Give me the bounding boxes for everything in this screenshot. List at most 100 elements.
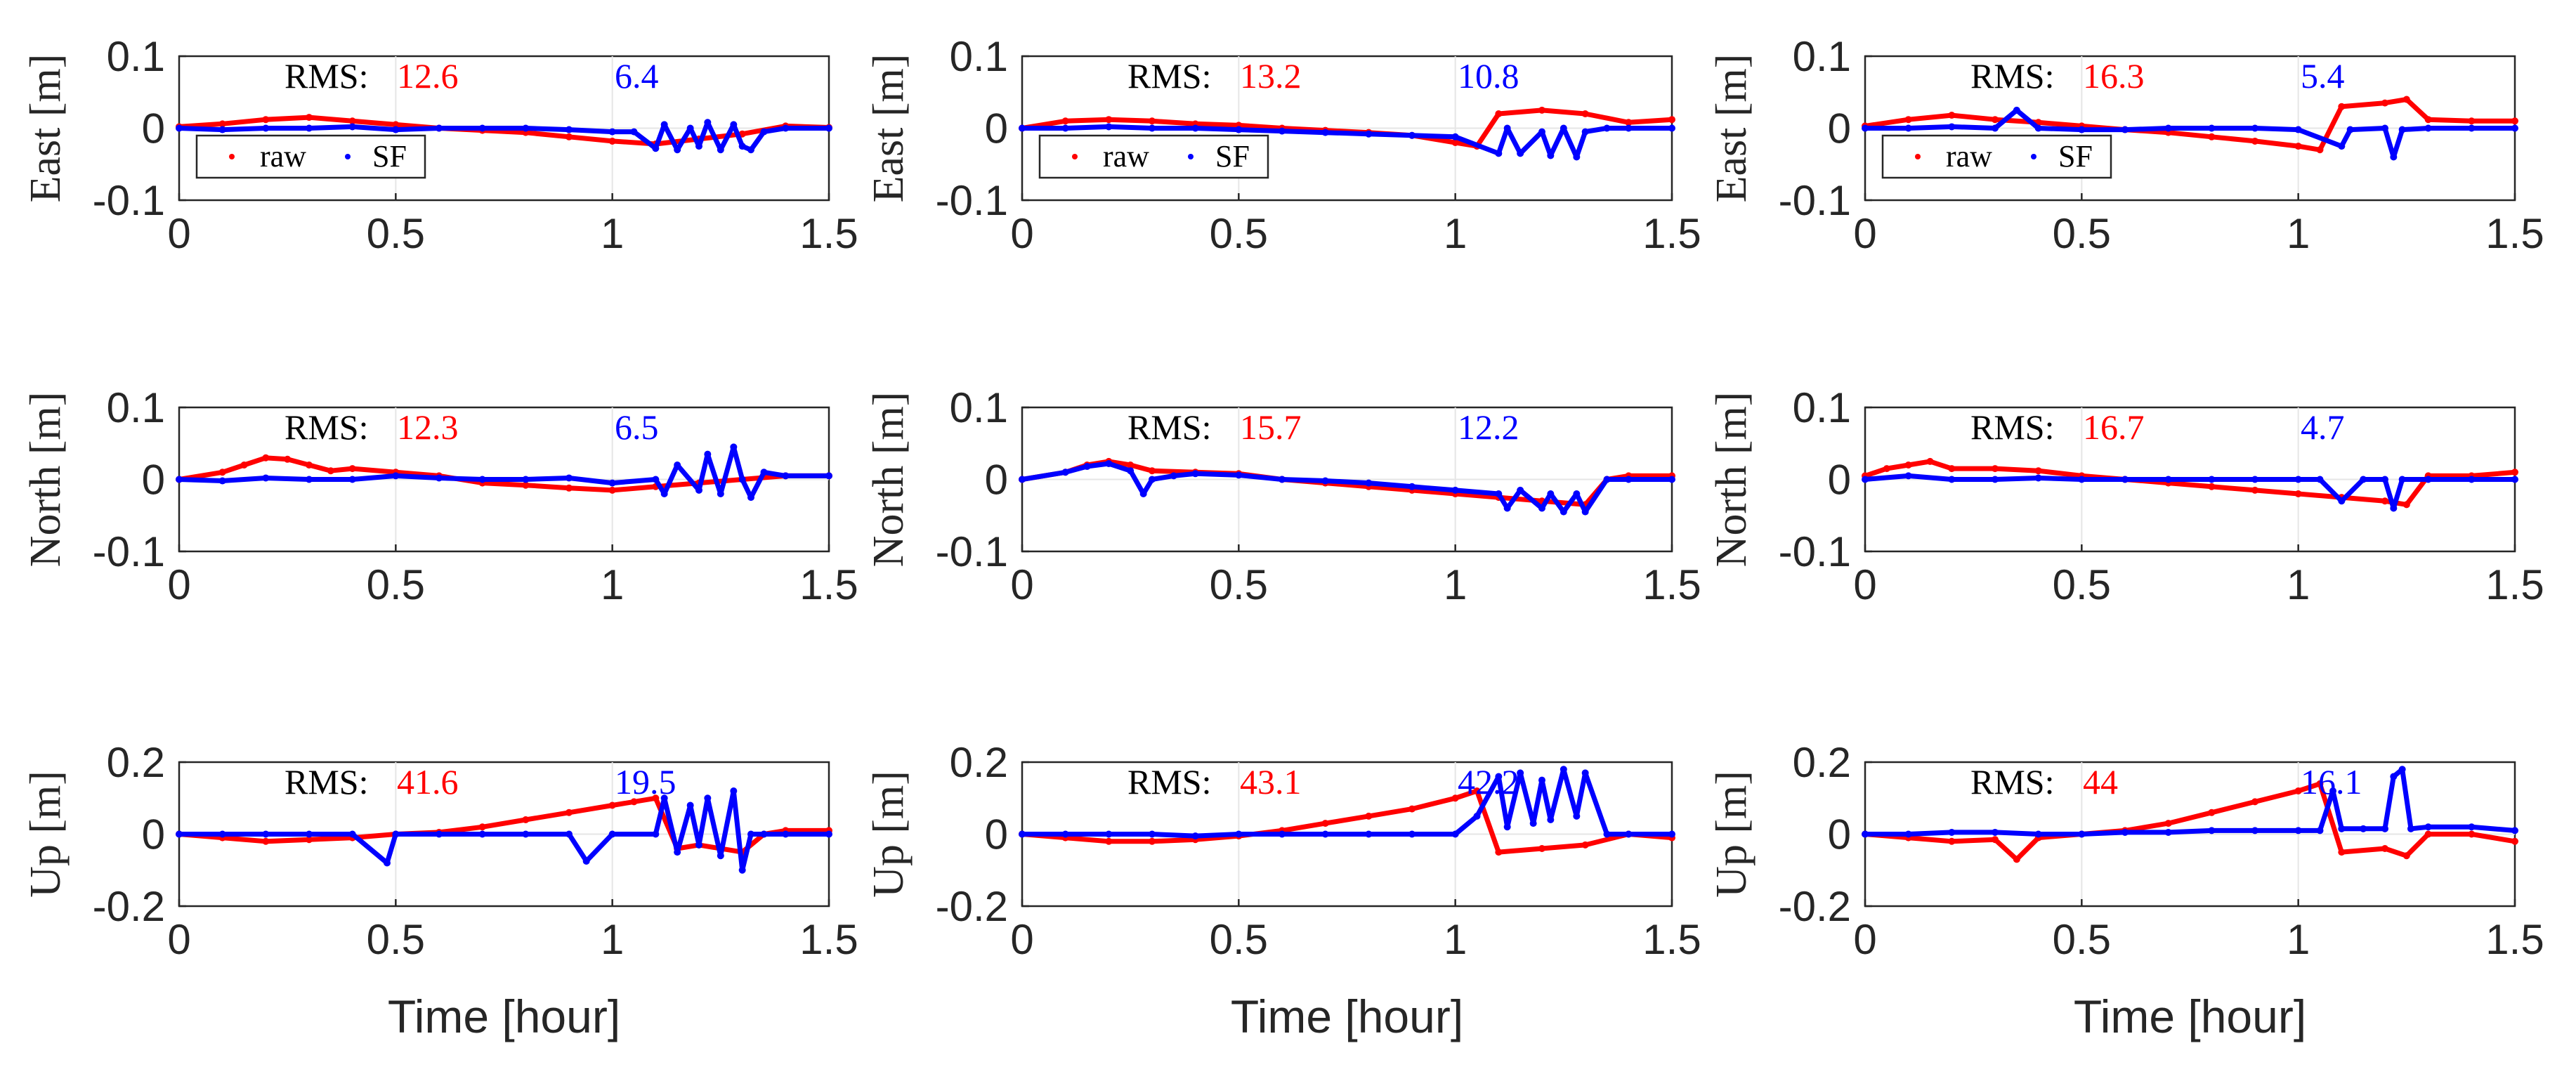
data-point-raw bbox=[478, 823, 486, 831]
data-point-raw bbox=[2034, 467, 2042, 475]
series-raw bbox=[1862, 96, 2518, 154]
data-point-raw bbox=[2251, 137, 2258, 145]
series-track-sf bbox=[1019, 461, 1675, 515]
data-point-sf bbox=[1451, 486, 1459, 494]
x-tick-label: 0 bbox=[1853, 210, 1876, 257]
data-point-sf bbox=[2346, 126, 2354, 133]
data-point-sf bbox=[2208, 827, 2216, 834]
data-point-sf bbox=[1279, 476, 1286, 483]
data-point-sf bbox=[1862, 830, 1869, 838]
data-point-sf bbox=[2381, 124, 2388, 132]
x-tick-label: 1 bbox=[601, 210, 624, 257]
data-point-sf bbox=[2398, 766, 2406, 773]
y-tick-label: 0.1 bbox=[1793, 384, 1851, 431]
data-point-sf bbox=[218, 126, 226, 133]
data-point-raw bbox=[218, 469, 226, 476]
data-point-sf bbox=[1149, 124, 1156, 132]
data-point-raw bbox=[1495, 110, 1503, 117]
data-point-sf bbox=[1365, 479, 1373, 487]
y-axis-label: Up [m] bbox=[22, 771, 70, 898]
y-tick-label: -0.1 bbox=[1779, 177, 1851, 224]
data-point-sf bbox=[2329, 787, 2336, 794]
legend-box bbox=[1038, 134, 1269, 179]
data-point-raw bbox=[2424, 830, 2432, 838]
data-point-sf bbox=[565, 830, 573, 838]
data-point-sf bbox=[2468, 124, 2476, 132]
data-point-raw bbox=[565, 809, 573, 816]
data-point-sf bbox=[1083, 463, 1091, 471]
x-axis-label: Time [hour] bbox=[2074, 990, 2306, 1042]
data-point-raw bbox=[2511, 117, 2518, 125]
data-point-raw bbox=[1061, 117, 1069, 125]
y-tick-label: 0 bbox=[142, 811, 165, 858]
x-tick-label: 1.5 bbox=[1642, 916, 1701, 963]
data-point-raw bbox=[565, 133, 573, 140]
y-tick-label: 0.1 bbox=[950, 384, 1008, 431]
data-point-sf bbox=[674, 146, 681, 154]
data-point-sf bbox=[392, 126, 400, 133]
data-point-raw bbox=[2468, 117, 2476, 125]
y-axis-label: East [m] bbox=[865, 54, 913, 203]
data-point-sf bbox=[2208, 476, 2216, 483]
data-point-sf bbox=[2338, 143, 2346, 150]
data-point-sf bbox=[825, 830, 832, 838]
x-tick-label: 1 bbox=[2287, 210, 2310, 257]
x-tick-label: 0.5 bbox=[2053, 916, 2111, 963]
data-point-raw bbox=[1948, 465, 1956, 473]
y-axis-label: East [m] bbox=[1708, 54, 1756, 203]
y-tick-label: 0.2 bbox=[1793, 739, 1851, 786]
y-tick-label: -0.2 bbox=[1779, 883, 1851, 930]
data-point-sf bbox=[2316, 476, 2324, 483]
data-point-sf bbox=[1191, 124, 1199, 132]
data-point-raw bbox=[1926, 457, 1934, 465]
data-point-sf bbox=[2294, 126, 2302, 133]
data-point-sf bbox=[1581, 769, 1589, 777]
data-point-sf bbox=[738, 866, 746, 874]
data-point-raw bbox=[1992, 116, 1999, 124]
legend: raw SF bbox=[1881, 134, 2112, 179]
legend-label-raw: raw bbox=[260, 139, 306, 174]
data-point-raw bbox=[1538, 845, 1545, 852]
data-point-sf bbox=[1170, 472, 1177, 480]
data-point-sf bbox=[704, 450, 712, 458]
data-point-sf bbox=[392, 830, 400, 838]
legend-label-sf: SF bbox=[372, 139, 407, 174]
data-point-sf bbox=[1547, 490, 1555, 497]
data-point-sf bbox=[262, 124, 270, 132]
data-point-sf bbox=[747, 830, 754, 838]
y-tick-label: 0 bbox=[985, 457, 1008, 504]
data-point-sf bbox=[1365, 130, 1373, 138]
data-point-sf bbox=[1061, 469, 1069, 476]
data-point-raw bbox=[2381, 497, 2388, 505]
data-point-sf bbox=[1321, 830, 1329, 838]
data-point-sf bbox=[1495, 150, 1503, 157]
data-point-sf bbox=[1235, 126, 1243, 133]
data-point-sf bbox=[1948, 123, 1956, 131]
data-point-raw bbox=[1365, 812, 1373, 820]
data-point-sf bbox=[660, 490, 668, 497]
data-point-sf bbox=[1235, 471, 1243, 479]
data-point-raw bbox=[284, 455, 292, 463]
data-point-raw bbox=[2208, 133, 2216, 140]
x-tick-label: 1.5 bbox=[2485, 916, 2544, 963]
data-point-sf bbox=[760, 128, 768, 136]
data-point-sf bbox=[782, 124, 790, 132]
data-point-sf bbox=[2468, 476, 2476, 483]
rms-raw-value: 15.7 bbox=[1240, 407, 1302, 447]
legend: raw SF bbox=[1038, 134, 1269, 179]
data-point-sf bbox=[1473, 812, 1481, 820]
data-point-raw bbox=[2294, 490, 2302, 497]
data-point-sf bbox=[1127, 467, 1135, 475]
data-point-sf bbox=[1547, 152, 1555, 159]
data-point-sf bbox=[565, 474, 573, 482]
series-sf bbox=[1862, 106, 2518, 161]
data-point-raw bbox=[2402, 501, 2410, 509]
data-point-sf bbox=[2407, 825, 2414, 832]
data-point-sf bbox=[1321, 477, 1329, 485]
rms-raw-value: 16.3 bbox=[2083, 56, 2145, 96]
data-point-sf bbox=[2360, 825, 2367, 832]
data-point-sf bbox=[2251, 476, 2258, 483]
